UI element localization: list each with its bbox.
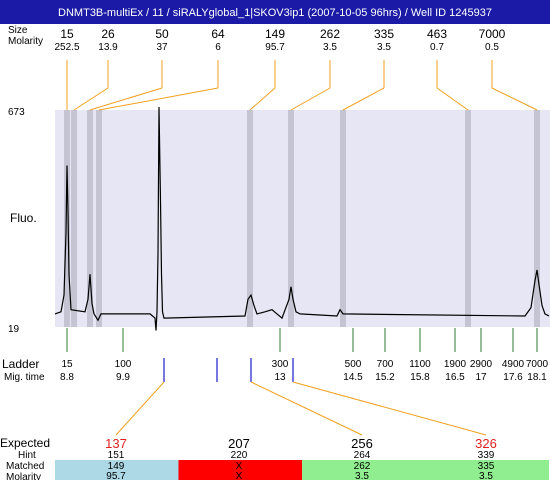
ladder-size-label: 500 (345, 359, 362, 370)
title-bar (0, 0, 550, 24)
fluorescence-trace (54, 106, 550, 331)
molarity-value: 3.5 (479, 471, 493, 480)
ladder-size-label: 4900 (502, 359, 525, 370)
peak-size-label: 15 (60, 27, 74, 41)
ladder-time-label: 14.5 (343, 372, 363, 383)
expected-row-label: Expected (0, 436, 50, 450)
ladder-time-label: 18.1 (527, 372, 547, 383)
peak-molarity-label: 37 (156, 42, 168, 53)
hint-value: 151 (108, 450, 125, 461)
molarity-value: 95.7 (106, 471, 126, 480)
header-size-label: Size (8, 25, 28, 36)
peak-band (340, 110, 346, 327)
ladder-label: Ladder (2, 357, 39, 371)
peak-band (87, 110, 93, 327)
peak-connector (73, 87, 109, 111)
matched-value: 149 (108, 461, 125, 472)
ladder-time-label: 15.2 (375, 372, 395, 383)
peak-connector (342, 87, 385, 111)
peak-band (64, 110, 70, 327)
peak-size-label: 335 (374, 27, 394, 41)
peak-band (465, 110, 471, 327)
ladder-time-label: 9.9 (116, 372, 130, 383)
expected-value: 137 (105, 436, 127, 451)
match-cell-match (425, 460, 549, 480)
ladder-size-label: 1100 (409, 359, 431, 370)
peak-molarity-label: 3.5 (377, 42, 391, 53)
match-cell-mismatch (178, 460, 302, 480)
header-molarity-label: Molarity (8, 36, 43, 47)
expected-value: 326 (475, 436, 497, 451)
ladder-size-label: 7000 (526, 359, 549, 370)
hint-value: 220 (231, 450, 248, 461)
expected-connector (115, 381, 165, 436)
peak-size-label: 26 (101, 27, 115, 41)
chart-title: DNMT3B-multiEx / 11 / siRALYglobal_1|SKO… (58, 7, 492, 19)
expected-value: 207 (228, 436, 250, 451)
y-axis-label: Fluo. (10, 211, 37, 225)
migration-time-label: Mig. time (4, 372, 45, 383)
hint-row-label: Hint (18, 450, 36, 461)
ladder-size-label: 2900 (470, 359, 493, 370)
expected-connector (292, 381, 487, 436)
peak-band (247, 110, 253, 327)
ladder-size-label: 300 (272, 359, 289, 370)
ladder-time-label: 8.8 (60, 372, 74, 383)
peak-size-label: 64 (211, 27, 225, 41)
peak-molarity-label: 95.7 (265, 42, 285, 53)
peak-band (534, 110, 540, 327)
plot-area (55, 110, 550, 327)
peak-size-label: 149 (265, 27, 285, 41)
ladder-time-label: 17 (475, 372, 487, 383)
peak-size-label: 50 (155, 27, 169, 41)
y-min-label: 19 (8, 324, 20, 335)
peak-molarity-label: 3.5 (323, 42, 337, 53)
peak-connector (98, 87, 219, 111)
ladder-time-label: 17.6 (503, 372, 523, 383)
match-cell-hint (55, 460, 179, 480)
peak-connector (290, 87, 331, 111)
ladder-time-label: 15.8 (410, 372, 430, 383)
matched-value: X (236, 461, 243, 472)
expected-connector (250, 381, 363, 436)
hint-value: 339 (478, 450, 495, 461)
match-cell-match (302, 460, 426, 480)
peak-connector (89, 87, 163, 111)
matched-row-label: Matched (6, 461, 44, 472)
peak-molarity-label: 252.5 (54, 42, 79, 53)
molarity-value: 3.5 (355, 471, 369, 480)
peak-size-label: 262 (320, 27, 340, 41)
peak-band (96, 110, 102, 327)
peak-band (71, 110, 77, 327)
hint-value: 264 (354, 450, 371, 461)
matched-value: 335 (478, 461, 495, 472)
peak-size-label: 463 (427, 27, 447, 41)
peak-molarity-label: 0.5 (485, 42, 499, 53)
y-max-label: 673 (8, 107, 25, 118)
peak-connector (436, 87, 469, 111)
ladder-time-label: 13 (274, 372, 286, 383)
peak-band (288, 110, 294, 327)
ladder-size-label: 15 (61, 359, 73, 370)
peak-connector (491, 87, 538, 111)
ladder-time-label: 16.5 (445, 372, 465, 383)
peak-size-label: 7000 (479, 27, 506, 41)
molarity-row-label: Molarity (6, 472, 41, 480)
peak-molarity-label: 0.7 (430, 42, 444, 53)
peak-connector (249, 87, 276, 111)
peak-molarity-label: 6 (215, 42, 221, 53)
expected-value: 256 (351, 436, 373, 451)
matched-value: 262 (354, 461, 371, 472)
ladder-size-label: 1900 (444, 359, 467, 370)
ladder-size-label: 700 (377, 359, 394, 370)
peak-molarity-label: 13.9 (98, 42, 118, 53)
ladder-size-label: 100 (115, 359, 132, 370)
molarity-value: X (236, 471, 243, 480)
